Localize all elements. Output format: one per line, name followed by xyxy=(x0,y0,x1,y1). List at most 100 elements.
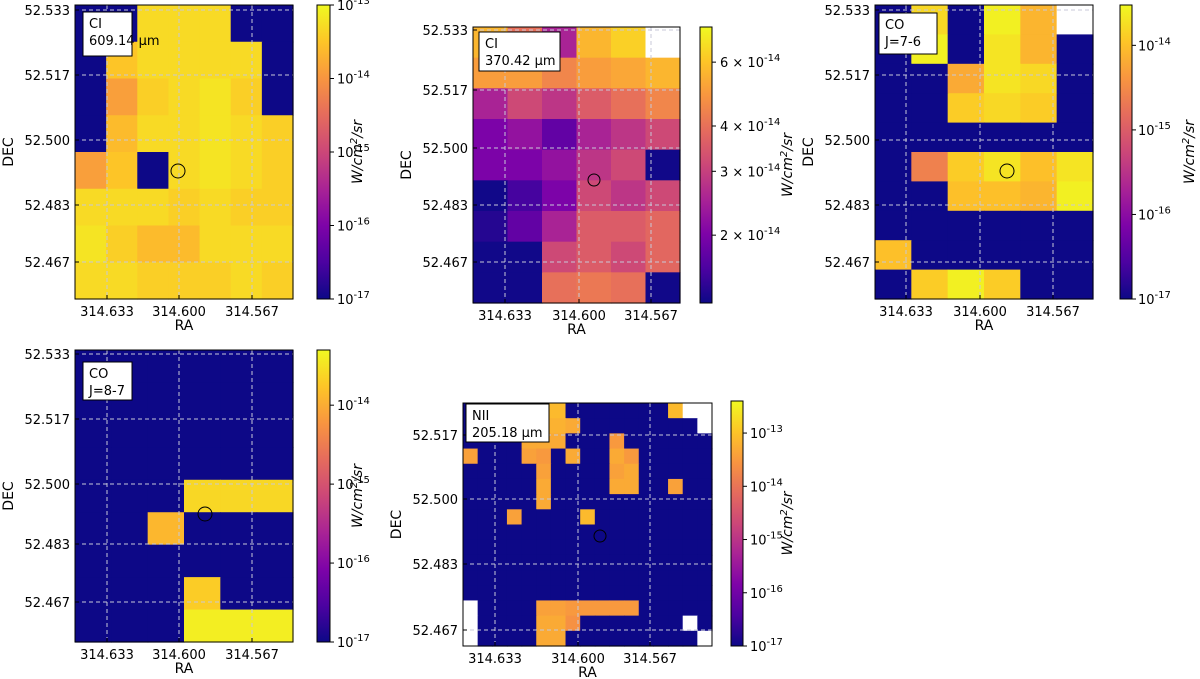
heatmap-cell xyxy=(75,78,107,116)
heatmap-cell xyxy=(184,382,221,416)
heatmap-cell xyxy=(668,615,684,632)
axes-frame xyxy=(472,26,681,304)
heatmap-cell xyxy=(473,211,509,243)
y-tick-label: 52.467 xyxy=(413,624,459,639)
heatmap-cell xyxy=(653,600,669,617)
heatmap-cell xyxy=(75,544,112,578)
heatmap-cell xyxy=(168,5,201,43)
heatmap-cell xyxy=(984,34,1021,65)
heatmap-cell xyxy=(984,181,1021,212)
y-tick-label: 52.500 xyxy=(413,493,459,508)
y-tick-label: 52.533 xyxy=(825,4,871,19)
heatmap-cell xyxy=(947,93,985,124)
heatmap-cell xyxy=(521,600,537,617)
heatmap-cell xyxy=(199,115,232,153)
heatmap-cell xyxy=(536,478,552,495)
heatmap-cell xyxy=(1020,269,1058,300)
axes-frame xyxy=(74,4,294,300)
heatmap-cell xyxy=(668,463,684,480)
heatmap-cell xyxy=(638,463,655,480)
heatmap-cell xyxy=(682,509,698,526)
heatmap-cell xyxy=(697,600,713,617)
heatmap-cell xyxy=(1056,34,1094,65)
heatmap-cell xyxy=(463,478,479,495)
heatmap-cell xyxy=(565,448,581,465)
heatmap-cell xyxy=(75,577,112,611)
heatmap-cell xyxy=(137,41,170,80)
y-tick-label: 52.483 xyxy=(25,538,71,553)
colorbar-unit-label: W/cm2/sr xyxy=(349,463,366,528)
heatmap-cell xyxy=(492,478,508,495)
annotation-transition: 609.14 μm xyxy=(89,34,160,49)
heatmap-cell xyxy=(550,554,567,571)
heatmap-cell xyxy=(576,88,612,120)
heatmap-cell xyxy=(911,240,949,271)
y-tick-label: 52.483 xyxy=(25,199,71,214)
heatmap-cell xyxy=(576,180,612,212)
annotation-species: CO xyxy=(89,367,108,382)
panel-co_76: 314.633 314.600 314.567 52.533 52.517 52.500 5… xyxy=(801,4,1198,334)
heatmap-cell xyxy=(697,509,713,526)
heatmap-cell xyxy=(542,241,578,273)
heatmap-cell xyxy=(624,630,640,647)
heatmap-cell xyxy=(477,615,493,632)
heatmap-cell xyxy=(521,570,537,586)
heatmap-cell xyxy=(565,630,581,647)
heatmap-cell xyxy=(682,630,698,647)
annotation-transition: J=8-7 xyxy=(88,384,125,399)
heatmap-cell xyxy=(220,577,258,611)
heatmap-cell xyxy=(492,539,508,556)
heatmap-cell xyxy=(911,122,949,153)
heatmap-cell xyxy=(947,210,985,241)
heatmap-cell xyxy=(220,350,258,384)
heatmap-cell xyxy=(580,418,596,434)
heatmap-cell xyxy=(550,600,567,617)
heatmap-cell xyxy=(256,350,294,384)
heatmap-cell xyxy=(653,630,669,647)
heatmap-cell xyxy=(580,433,596,450)
annotation-species: CI xyxy=(485,37,498,52)
heatmap-cell xyxy=(653,615,669,632)
heatmap-cell xyxy=(477,630,493,647)
line-annotation-box xyxy=(465,403,550,443)
heatmap-cell xyxy=(521,509,537,526)
heatmap-cell xyxy=(506,463,523,480)
heatmap-cell xyxy=(477,554,493,571)
heatmap-cell xyxy=(111,512,149,546)
heatmap-cell xyxy=(565,585,581,602)
x-tick-label: 314.567 xyxy=(1026,305,1080,320)
heatmap-cell xyxy=(463,600,479,617)
heatmap-cell xyxy=(609,570,625,586)
heatmap-cell xyxy=(1020,34,1058,65)
annotation-transition: 205.18 μm xyxy=(472,426,543,441)
heatmap-cell xyxy=(550,585,567,602)
colorbar-tick-label: 10-16 xyxy=(1138,205,1171,223)
heatmap-cell xyxy=(521,539,537,556)
heatmap-cell xyxy=(256,544,294,578)
colorbar xyxy=(316,4,331,300)
heatmap-cell xyxy=(653,418,669,434)
heatmap-cell xyxy=(506,570,523,586)
heatmap-cell xyxy=(609,615,625,632)
colorbar-tick-label: 10-15 xyxy=(1138,121,1171,139)
y-tick-label: 52.533 xyxy=(423,24,469,39)
heatmap-cell xyxy=(550,463,567,480)
heatmap-cell xyxy=(477,585,493,602)
y-tick-label: 52.517 xyxy=(413,429,459,444)
heatmap-cell xyxy=(565,418,581,434)
heatmap-cell xyxy=(220,447,258,481)
heatmap-cell xyxy=(463,615,479,632)
heatmap-cell xyxy=(230,115,263,153)
annotation-transition: 370.42 μm xyxy=(485,54,556,69)
heatmap-cell xyxy=(682,478,698,495)
heatmap-cell xyxy=(111,479,149,513)
colorbar-tick-label: 10-17 xyxy=(337,633,370,651)
x-axis-label: RA xyxy=(175,318,194,334)
heatmap-cell xyxy=(624,463,640,480)
heatmap-cell xyxy=(542,149,578,181)
heatmap-cell xyxy=(521,524,537,541)
heatmap-cell xyxy=(199,152,232,190)
heatmap-cell xyxy=(697,585,713,602)
heatmap-cell xyxy=(1020,210,1058,241)
heatmap-cell xyxy=(199,225,232,263)
